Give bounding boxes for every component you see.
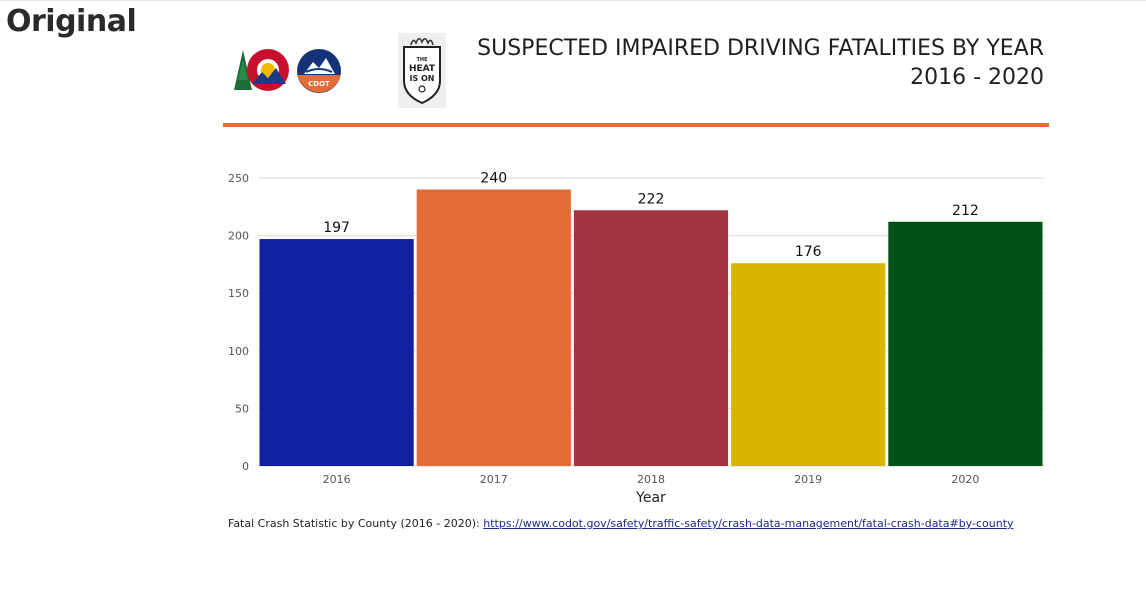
x-tick-label: 2020 — [951, 473, 979, 486]
x-tick-label: 2017 — [480, 473, 508, 486]
bar-chart: 0 50 100 150 200 250 197 240 222 176 212 2016 2017… — [228, 171, 1044, 506]
y-tick-label: 50 — [235, 402, 249, 415]
footnote-link[interactable]: https://www.codot.gov/safety/traffic-saf… — [483, 517, 1014, 530]
bar-2019 — [731, 263, 886, 466]
colorado-logo-icon — [234, 49, 289, 91]
y-tick-label: 0 — [242, 460, 249, 473]
y-tick-label: 250 — [228, 172, 249, 185]
footnote: Fatal Crash Statistic by County (2016 - … — [228, 517, 1014, 530]
bar-2018 — [573, 210, 729, 466]
y-axis-ticks: 0 50 100 150 200 250 — [228, 172, 249, 473]
data-label-2016: 197 — [323, 220, 350, 236]
bar-layer — [259, 189, 1043, 466]
heat-logo-line3: IS ON — [409, 74, 434, 83]
x-axis-title: Year — [635, 490, 666, 506]
x-tick-label: 2019 — [794, 473, 822, 486]
chart-title-line1: SUSPECTED IMPAIRED DRIVING FATALITIES BY… — [477, 36, 1044, 61]
chart-title: SUSPECTED IMPAIRED DRIVING FATALITIES BY… — [444, 34, 1044, 92]
bar-2020 — [888, 221, 1043, 466]
data-label-2020: 212 — [952, 203, 979, 219]
data-label-2019: 176 — [795, 244, 822, 260]
y-tick-label: 150 — [228, 287, 249, 300]
y-tick-label: 200 — [228, 230, 249, 243]
cdot-logo-text: CDOT — [308, 80, 330, 88]
bar-2016 — [259, 239, 414, 466]
data-label-2018: 222 — [638, 191, 665, 207]
x-axis-ticks: 2016 2017 2018 2019 2020 — [323, 473, 980, 486]
footnote-text: Fatal Crash Statistic by County (2016 - … — [228, 517, 480, 530]
heat-is-on-logo-icon: THE HEAT IS ON — [398, 33, 446, 108]
heat-logo-line2: HEAT — [409, 64, 436, 74]
chart-title-line2: 2016 - 2020 — [910, 65, 1044, 90]
x-tick-label: 2016 — [323, 473, 351, 486]
data-label-layer: 197 240 222 176 212 — [323, 171, 979, 261]
x-tick-label: 2018 — [637, 473, 665, 486]
page-label: Original — [6, 4, 137, 39]
cdot-logo-icon: CDOT — [297, 49, 341, 93]
bar-2017 — [416, 189, 571, 466]
top-border — [0, 0, 1146, 1]
data-label-2017: 240 — [480, 171, 507, 187]
header-divider — [223, 123, 1049, 127]
y-tick-label: 100 — [228, 345, 249, 358]
heat-logo-line1: THE — [416, 57, 428, 63]
